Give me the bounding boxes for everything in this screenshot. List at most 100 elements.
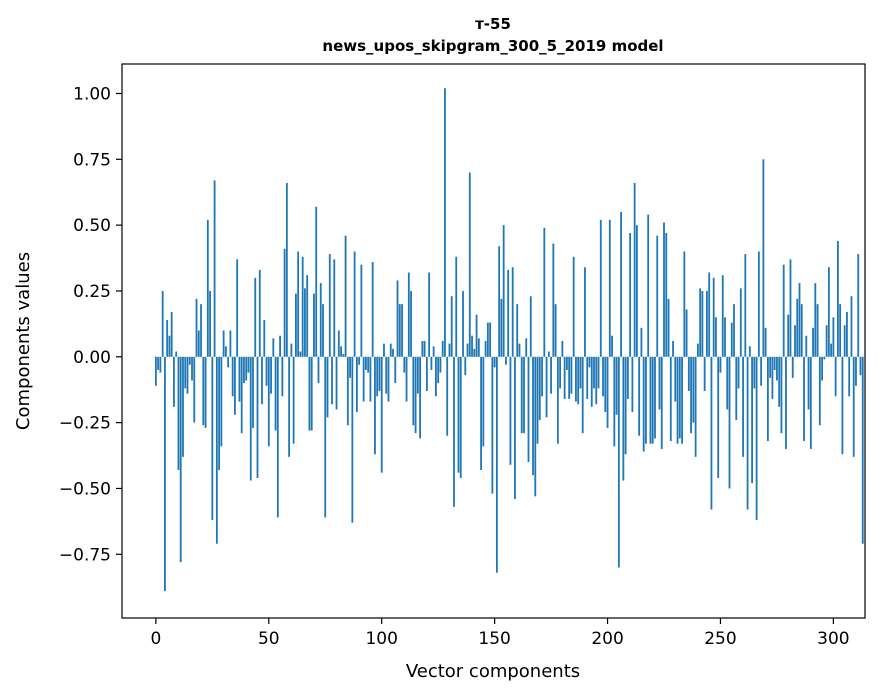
bar-284 [796, 298, 799, 357]
bar-32 [227, 356, 230, 368]
bar-102 [385, 356, 388, 394]
bar-146 [484, 341, 487, 357]
bar-158 [511, 267, 514, 357]
bar-232 [678, 356, 681, 439]
bar-181 [563, 356, 566, 399]
y-tick-label: 0.25 [73, 282, 111, 302]
bar-193 [590, 356, 593, 407]
bar-299 [830, 343, 833, 357]
bar-180 [561, 341, 564, 357]
y-tick-label: 0.00 [73, 348, 111, 368]
x-tick-label: 150 [478, 629, 510, 649]
bar-277 [780, 356, 783, 434]
bar-182 [565, 356, 568, 370]
bar-57 [283, 248, 286, 357]
bar-313 [861, 356, 864, 544]
bar-224 [660, 356, 663, 449]
bar-240 [696, 343, 699, 357]
bar-171 [541, 356, 543, 397]
bar-26 [213, 180, 216, 357]
bar-56 [281, 356, 284, 397]
bar-52 [272, 338, 275, 357]
x-tick-label: 50 [258, 629, 280, 649]
bar-309 [852, 356, 855, 457]
bar-133 [455, 256, 458, 357]
bar-134 [457, 356, 460, 473]
bar-92 [362, 356, 365, 402]
bar-2 [159, 356, 162, 373]
bar-252 [724, 317, 726, 357]
bar-149 [491, 356, 494, 494]
bar-4 [164, 356, 166, 592]
bar-253 [726, 356, 729, 410]
bar-116 [416, 356, 419, 394]
bar-78 [331, 356, 333, 405]
plot-frame [121, 63, 866, 619]
bar-128 [444, 88, 446, 357]
bar-21 [202, 356, 205, 426]
bar-260 [742, 356, 744, 457]
bar-106 [394, 356, 397, 384]
bar-258 [737, 356, 740, 389]
bar-79 [333, 259, 336, 357]
bar-90 [358, 356, 361, 365]
bar-170 [538, 356, 541, 420]
bar-254 [728, 356, 731, 489]
bar-223 [658, 356, 661, 410]
bar-213 [636, 225, 638, 357]
bar-74 [322, 304, 324, 357]
bar-91 [360, 264, 363, 357]
bar-127 [441, 341, 444, 357]
bar-94 [367, 356, 370, 373]
bar-58 [285, 183, 288, 357]
bar-297 [825, 325, 828, 357]
bar-163 [523, 356, 525, 434]
bar-249 [717, 356, 720, 478]
bar-307 [848, 356, 851, 397]
bar-148 [489, 322, 492, 357]
bar-179 [559, 356, 562, 389]
bar-156 [507, 269, 510, 357]
bar-132 [453, 356, 455, 507]
bar-159 [514, 356, 516, 499]
bar-80 [335, 356, 338, 410]
bar-18 [195, 298, 198, 357]
bar-39 [243, 356, 245, 384]
chart-title: т-55 [475, 15, 511, 33]
bar-169 [536, 356, 539, 444]
bar-36 [236, 259, 239, 357]
bar-194 [593, 356, 595, 389]
bar-61 [292, 356, 295, 444]
bar-210 [629, 233, 632, 357]
bar-250 [719, 356, 722, 373]
bar-118 [421, 341, 424, 357]
bar-263 [748, 346, 751, 357]
bar-99 [378, 356, 381, 392]
bar-25 [211, 356, 214, 521]
bar-130 [448, 343, 451, 357]
bar-221 [654, 356, 656, 439]
bar-67 [306, 275, 309, 357]
bar-246 [710, 356, 713, 510]
x-tick-label: 250 [704, 629, 736, 649]
bar-47 [261, 356, 263, 405]
bar-150 [493, 356, 496, 368]
bar-66 [304, 288, 306, 357]
bar-205 [617, 356, 620, 568]
x-tick-label: 300 [817, 629, 849, 649]
y-axis: −0.75 −0.50 −0.25 0.00 0.25 0.50 0.75 1.00 [59, 84, 122, 565]
bar-308 [850, 296, 853, 357]
bar-137 [464, 356, 467, 376]
bar-219 [649, 356, 652, 444]
bar-114 [412, 356, 415, 426]
bar-279 [785, 356, 787, 449]
bar-152 [498, 246, 501, 357]
bar-164 [525, 338, 528, 357]
bar-220 [651, 356, 654, 444]
bar-13 [184, 356, 187, 389]
bar-70 [313, 293, 315, 357]
bar-233 [681, 356, 683, 444]
bar-281 [789, 259, 792, 357]
bar-84 [344, 235, 347, 357]
bar-312 [859, 356, 862, 376]
